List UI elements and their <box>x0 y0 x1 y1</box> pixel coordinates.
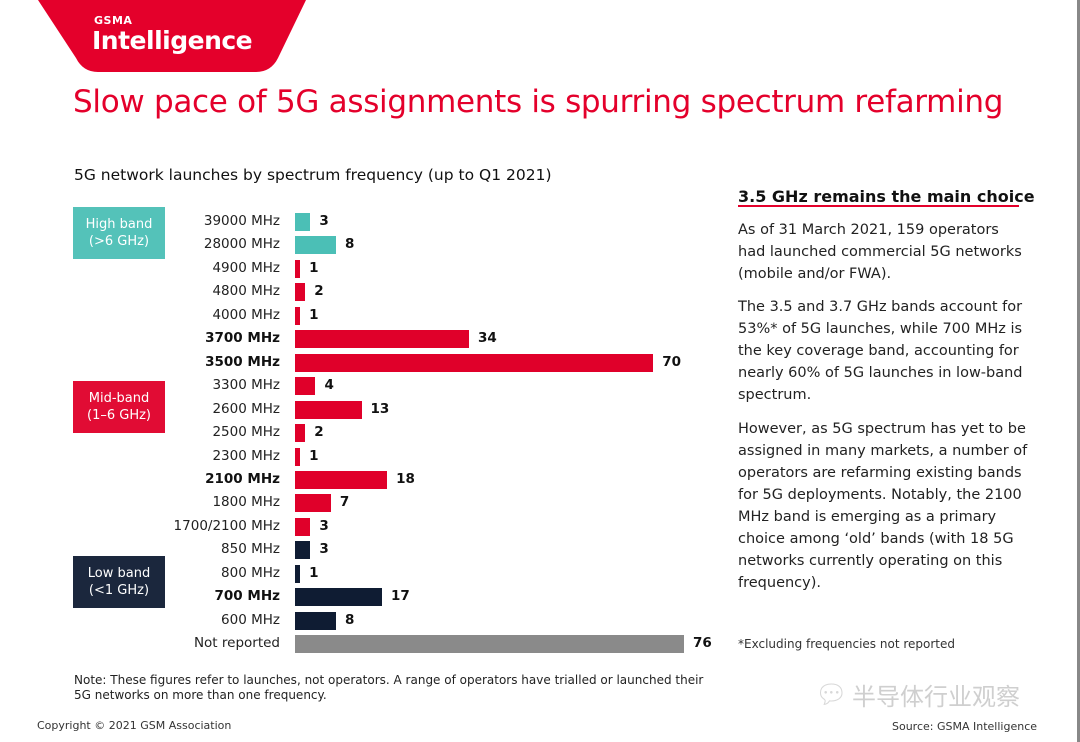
data-label: 2 <box>314 283 324 300</box>
page-edge <box>1077 0 1080 742</box>
bar <box>295 353 654 372</box>
bar <box>295 283 306 302</box>
bar <box>295 541 311 560</box>
bar <box>295 564 301 583</box>
footnote: *Excluding frequencies not reported <box>738 637 955 651</box>
category-label: 850 MHz <box>221 541 280 558</box>
bar <box>295 213 311 231</box>
band-label: Low band (<1 GHz) <box>73 556 165 608</box>
bar <box>295 635 684 654</box>
logo-intelligence: Intelligence <box>92 26 253 55</box>
category-label: 700 MHz <box>214 588 280 605</box>
category-label: 800 MHz <box>221 564 280 581</box>
band-label-line2: (>6 GHz) <box>88 234 150 249</box>
category-label: 3300 MHz <box>212 377 280 394</box>
sidebar-paragraph-3: However, as 5G spectrum has yet to be as… <box>738 421 1028 591</box>
data-label: 7 <box>339 494 350 511</box>
data-label: 76 <box>693 635 712 652</box>
bar <box>295 447 301 466</box>
band-label: Mid-band (1–6 GHz) <box>73 381 165 433</box>
category-label: 39000 MHz <box>203 213 280 229</box>
data-label: 2 <box>314 424 324 441</box>
band-label-line2: (<1 GHz) <box>88 583 150 598</box>
category-label: 1700/2100 MHz <box>173 517 280 534</box>
band-label-line1: Mid-band <box>88 391 150 406</box>
band-label-line2: (1–6 GHz) <box>87 408 151 423</box>
bar <box>295 517 311 536</box>
bar <box>295 611 336 630</box>
data-label: 8 <box>344 236 355 253</box>
bar <box>295 494 331 513</box>
category-label: 3700 MHz <box>205 330 280 347</box>
band-label: High band (>6 GHz) <box>73 207 165 259</box>
category-label: 2600 MHz <box>212 400 280 417</box>
data-label: 1 <box>309 259 319 276</box>
category-label: 4800 MHz <box>212 283 280 300</box>
data-label: 3 <box>319 541 329 558</box>
bar <box>295 470 388 489</box>
category-label: 3500 MHz <box>205 353 280 370</box>
copyright: Copyright © 2021 GSM Association <box>37 719 232 732</box>
category-label: 2100 MHz <box>205 470 280 487</box>
chart-title: 5G network launches by spectrum frequenc… <box>74 166 552 184</box>
data-label: 13 <box>370 400 390 417</box>
bar <box>295 236 336 255</box>
category-label: 2300 MHz <box>212 447 280 464</box>
band-label-line1: Low band <box>87 566 151 581</box>
data-label: 4 <box>324 377 334 394</box>
band-label-line1: High band <box>85 217 153 232</box>
bar <box>295 400 362 419</box>
gsma-intelligence-logo: GSMA Intelligence <box>38 0 306 72</box>
data-label: 18 <box>396 470 415 487</box>
data-label: 3 <box>319 517 329 534</box>
category-label: 2500 MHz <box>212 424 280 441</box>
logo-gsma: GSMA <box>94 14 133 27</box>
heading-underline <box>738 205 1019 207</box>
bar <box>295 377 316 396</box>
data-label: 17 <box>391 588 410 605</box>
category-label: 4000 MHz <box>212 306 280 323</box>
category-label: 600 MHz <box>221 611 280 628</box>
source: Source: GSMA Intelligence <box>892 720 1038 733</box>
category-label: Not reported <box>193 635 280 652</box>
data-label: 1 <box>309 447 319 464</box>
watermark-text: 半导体行业观察 <box>852 683 1021 711</box>
category-label: 4900 MHz <box>212 259 280 276</box>
data-label: 34 <box>478 330 497 347</box>
watermark: 💬︎ 半导体行业观察 <box>815 677 1020 712</box>
category-label: 28000 MHz <box>203 236 280 253</box>
sidebar-paragraph-1: As of 31 March 2021, 159 operators had l… <box>738 222 1022 282</box>
bar <box>295 306 301 325</box>
data-label: 1 <box>309 306 319 323</box>
bar <box>295 259 301 278</box>
data-label: 3 <box>319 213 329 229</box>
data-label: 1 <box>309 564 319 581</box>
wechat-icon: 💬︎ <box>815 679 849 710</box>
bar <box>295 330 470 349</box>
page-title: Slow pace of 5G assignments is spurring … <box>73 84 1004 120</box>
category-label: 1800 MHz <box>212 494 280 511</box>
sidebar-paragraph-2: The 3.5 and 3.7 GHz bands account for 53… <box>738 299 1023 403</box>
chart-note: Note: These figures refer to launches, n… <box>74 673 704 702</box>
data-label: 8 <box>344 611 355 628</box>
bar-chart: 39000 MHz 3 28000 MHz 8 4900 MHz 1 4800 MHz 2 40… <box>73 207 712 654</box>
sidebar-heading: 3.5 GHz remains the main choice <box>738 187 1035 206</box>
data-label: 70 <box>662 353 682 370</box>
bar <box>295 424 306 443</box>
bar <box>295 588 382 607</box>
